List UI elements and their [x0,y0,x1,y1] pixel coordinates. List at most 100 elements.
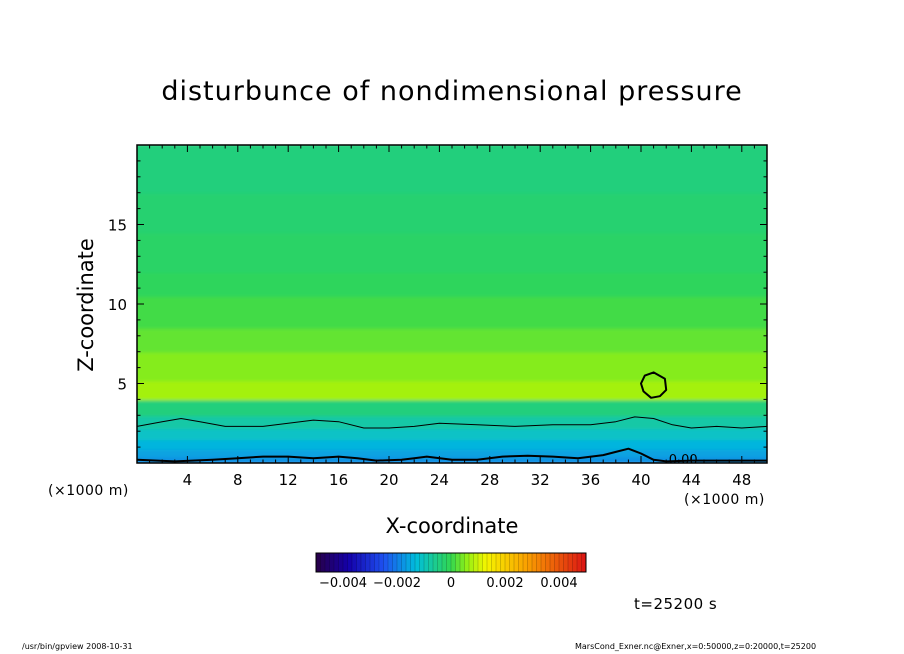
colorbar-swatch [392,553,398,572]
colorbar-swatch [424,553,429,572]
x-tick-label: 28 [480,471,499,489]
colorbar-swatch [500,553,506,572]
contour-cell [640,371,668,399]
field-layer-7 [137,350,767,382]
colorbar-swatch [397,553,402,572]
field-layer-5 [137,398,767,417]
contour-upper [137,416,767,429]
colorbar-swatch [554,553,560,572]
colorbar-swatch [451,553,456,572]
colorbar-swatch [401,553,407,572]
colorbar-swatch [437,553,443,572]
colorbar-frame [315,552,587,573]
colorbar-swatch [419,553,425,572]
field-layer-4 [137,414,767,430]
x-tick-label: 4 [183,471,193,489]
colorbar-swatch [514,553,519,572]
colorbar-swatch [518,553,524,572]
x-axis-label: X-coordinate [385,514,519,538]
colorbar-swatch [545,553,551,572]
colorbar-swatch [563,553,569,572]
field-layer-6 [137,379,767,401]
pressure-field [137,145,767,463]
colorbar-swatch [505,553,510,572]
z-unit-label: (×1000 m) [48,483,129,499]
colorbar-swatch [496,553,501,572]
chart-title: disturbunce of nondimensional pressure [161,76,743,107]
colorbar-swatch [473,553,479,572]
colorbar-swatch [509,553,515,572]
colorbar-swatch [433,553,438,572]
colorbar-swatch [374,553,380,572]
y-tick-label: 10 [108,296,127,314]
colorbar-swatch [334,553,339,572]
x-tick-label: 20 [379,471,398,489]
y-axis-label: Z-coordinate [74,238,98,372]
x-tick-label: 36 [581,471,600,489]
colorbar-swatch [320,553,326,572]
colorbar-swatch [572,553,578,572]
colorbar-swatch [541,553,546,572]
colorbar-swatch [428,553,434,572]
colorbar-swatch [343,553,348,572]
colorbar-swatch [361,553,366,572]
colorbar-swatch [455,553,461,572]
colorbar-swatch [383,553,389,572]
y-tick-label: 15 [108,217,127,235]
x-tick-label: 48 [732,471,751,489]
colorbar-swatch [316,553,321,572]
field-layer-8 [137,326,767,353]
colorbar-swatch [482,553,488,572]
colorbar-swatch [469,553,474,572]
colorbar-swatch [370,553,375,572]
field-layer-2 [137,438,767,450]
field-layer-11 [137,231,767,274]
colorbar-swatch [478,553,483,572]
x-tick-label: 16 [329,471,348,489]
time-label: t=25200 s [634,595,718,613]
colorbar-swatch [577,553,582,572]
x-tick-label: 40 [631,471,650,489]
colorbar-swatch [532,553,537,572]
colorbar-swatch [338,553,344,572]
x-unit-label: (×1000 m) [684,492,765,508]
colorbar-tick-label: −0.002 [373,576,421,591]
y-tick-label: 5 [117,376,127,394]
colorbar-swatch [388,553,393,572]
x-tick-label: 12 [279,471,298,489]
colorbar-swatch [487,553,492,572]
colorbar-swatch [365,553,371,572]
colorbar-tick-label: 0.002 [486,576,523,591]
colorbar-swatch [329,553,335,572]
field-layer-9 [137,295,767,329]
x-tick-label: 8 [233,471,243,489]
colorbar-swatch [415,553,420,572]
colorbar-swatch [406,553,411,572]
colorbar-swatch [347,553,353,572]
field-layer-13 [137,145,767,194]
colorbar-swatch [352,553,357,572]
colorbar-tick-label: 0.004 [540,576,577,591]
colorbar-swatch [325,553,330,572]
colorbar-swatch [356,553,362,572]
contour-label: 0.00 [669,453,698,468]
x-tick-label: 44 [682,471,701,489]
x-tick-label: 24 [430,471,449,489]
colorbar-swatch [559,553,564,572]
field-layer-1 [137,447,767,458]
footer-program-info: /usr/bin/gpview 2008-10-31 [22,642,133,651]
colorbar-swatch [464,553,470,572]
colorbar: −0.004 −0.002 0 0.002 0.004 [315,552,587,591]
colorbar-swatch [460,553,465,572]
footer-data-source: MarsCond_Exner.nc@Exner,x=0:50000,z=0:20… [575,642,817,651]
colorbar-swatch [491,553,497,572]
colorbar-tick-label: −0.004 [319,576,367,591]
colorbar-swatch [446,553,452,572]
colorbar-swatch [536,553,542,572]
colorbar-swatch [523,553,528,572]
colorbar-swatch [527,553,533,572]
field-layer-12 [137,191,767,234]
x-tick-label: 32 [531,471,550,489]
